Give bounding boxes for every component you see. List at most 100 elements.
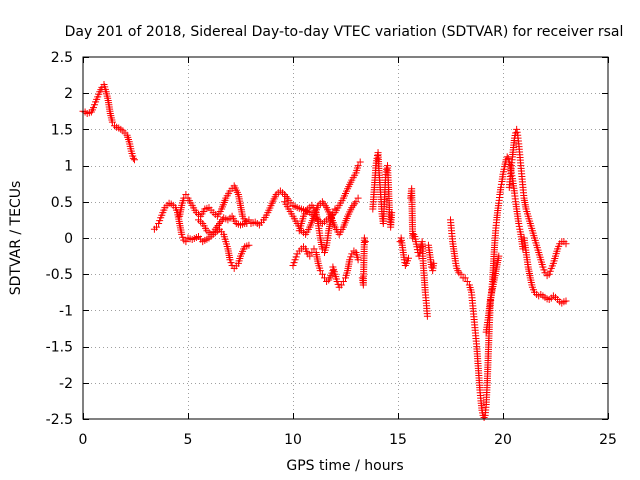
x-tick-label: 0 bbox=[79, 432, 88, 448]
x-axis-label: GPS time / hours bbox=[286, 458, 403, 474]
y-tick-label: 1.5 bbox=[51, 122, 73, 138]
data-point bbox=[513, 128, 521, 136]
data-point bbox=[539, 263, 547, 271]
data-point bbox=[540, 266, 548, 274]
y-tick-label: 2 bbox=[64, 86, 73, 102]
data-point bbox=[310, 245, 318, 253]
series-arc-14 bbox=[447, 153, 527, 422]
y-tick-label: -1 bbox=[59, 303, 73, 319]
y-tick-label: -2 bbox=[59, 376, 73, 392]
chart-title: Day 201 of 2018, Sidereal Day-to-day VTE… bbox=[65, 24, 624, 40]
data-point bbox=[337, 281, 345, 289]
y-tick-label: 2.5 bbox=[51, 50, 73, 66]
series-arc-7 bbox=[295, 201, 339, 256]
series-arc-11 bbox=[396, 234, 412, 270]
data-point bbox=[245, 216, 253, 224]
series-arc-1 bbox=[79, 81, 138, 164]
data-point bbox=[513, 125, 521, 133]
data-point bbox=[361, 238, 369, 246]
x-tick-label: 10 bbox=[284, 432, 302, 448]
data-point bbox=[292, 253, 300, 261]
grid bbox=[83, 57, 608, 419]
series-arc-16 bbox=[505, 125, 570, 280]
data-point bbox=[374, 151, 382, 159]
data-point bbox=[352, 198, 360, 206]
data-point bbox=[405, 254, 412, 262]
data-point bbox=[291, 256, 299, 264]
data-point bbox=[400, 256, 408, 264]
data-point bbox=[331, 205, 339, 213]
plot-frame bbox=[82, 56, 609, 420]
data-point bbox=[354, 194, 362, 202]
data-point bbox=[356, 158, 364, 166]
data-point bbox=[346, 256, 354, 264]
data-point bbox=[347, 253, 355, 261]
data-point bbox=[90, 104, 97, 112]
y-tick-label: -2.5 bbox=[46, 412, 73, 428]
data-point bbox=[354, 162, 362, 170]
data-point bbox=[155, 220, 163, 228]
series-arc-2 bbox=[150, 199, 253, 272]
y-tick-label: 0 bbox=[64, 231, 73, 247]
data-point bbox=[515, 220, 523, 228]
data-point bbox=[495, 252, 503, 260]
data-point bbox=[129, 154, 137, 162]
data-point bbox=[156, 217, 164, 225]
data-point bbox=[382, 165, 390, 173]
data-point bbox=[423, 312, 431, 320]
series-arc-5 bbox=[281, 194, 362, 238]
data-point bbox=[91, 101, 99, 109]
data-point bbox=[497, 183, 505, 191]
series-arc-17 bbox=[520, 234, 570, 307]
x-tick-labels: 0 5 10 15 20 25 bbox=[79, 432, 617, 448]
data-point bbox=[329, 209, 337, 217]
data-point bbox=[108, 118, 116, 126]
series-arc-3 bbox=[176, 158, 364, 229]
y-tick-label: 0.5 bbox=[51, 195, 73, 211]
series-arc-13 bbox=[424, 241, 438, 275]
x-tick-label: 15 bbox=[389, 432, 407, 448]
data-point bbox=[373, 154, 381, 162]
series-arc-6 bbox=[289, 243, 337, 285]
series-arc-9 bbox=[358, 234, 369, 289]
y-tick-labels: -2.5 -2 -1.5 -1 -0.5 0 0.5 1 1.5 2 2.5 bbox=[46, 50, 73, 428]
y-axis-label: SDTVAR / TECUs bbox=[8, 181, 24, 296]
y-tick-label: 1 bbox=[64, 159, 73, 175]
data-point bbox=[388, 209, 396, 217]
data-point bbox=[497, 180, 505, 188]
data-point bbox=[227, 259, 235, 267]
data-point bbox=[504, 154, 512, 162]
data-point bbox=[430, 259, 438, 267]
data-point bbox=[546, 267, 554, 275]
data-point bbox=[245, 241, 253, 249]
data-point bbox=[461, 274, 469, 282]
data-point bbox=[457, 270, 465, 278]
series-arc-15 bbox=[482, 252, 503, 336]
data-point bbox=[182, 191, 190, 199]
data-point bbox=[179, 233, 187, 241]
x-tick-label: 5 bbox=[184, 432, 193, 448]
data-point bbox=[334, 280, 342, 288]
data-point bbox=[130, 156, 138, 164]
y-tick-label: -1.5 bbox=[46, 340, 73, 356]
data-point bbox=[562, 297, 570, 305]
data-point bbox=[178, 230, 186, 238]
data-point bbox=[428, 263, 436, 271]
data-points bbox=[79, 81, 570, 422]
data-point bbox=[182, 238, 190, 246]
data-point bbox=[545, 270, 553, 278]
data-point bbox=[360, 234, 368, 242]
data-point bbox=[318, 270, 326, 278]
data-point bbox=[290, 259, 298, 267]
data-point bbox=[463, 277, 471, 285]
x-tick-label: 20 bbox=[494, 432, 512, 448]
data-point bbox=[417, 241, 425, 249]
series-arc-8 bbox=[329, 247, 362, 291]
data-point bbox=[515, 222, 523, 230]
data-point bbox=[339, 277, 347, 285]
series-arc-12 bbox=[407, 185, 431, 320]
data-point bbox=[562, 240, 570, 248]
data-point bbox=[354, 256, 362, 264]
data-point bbox=[226, 256, 234, 264]
